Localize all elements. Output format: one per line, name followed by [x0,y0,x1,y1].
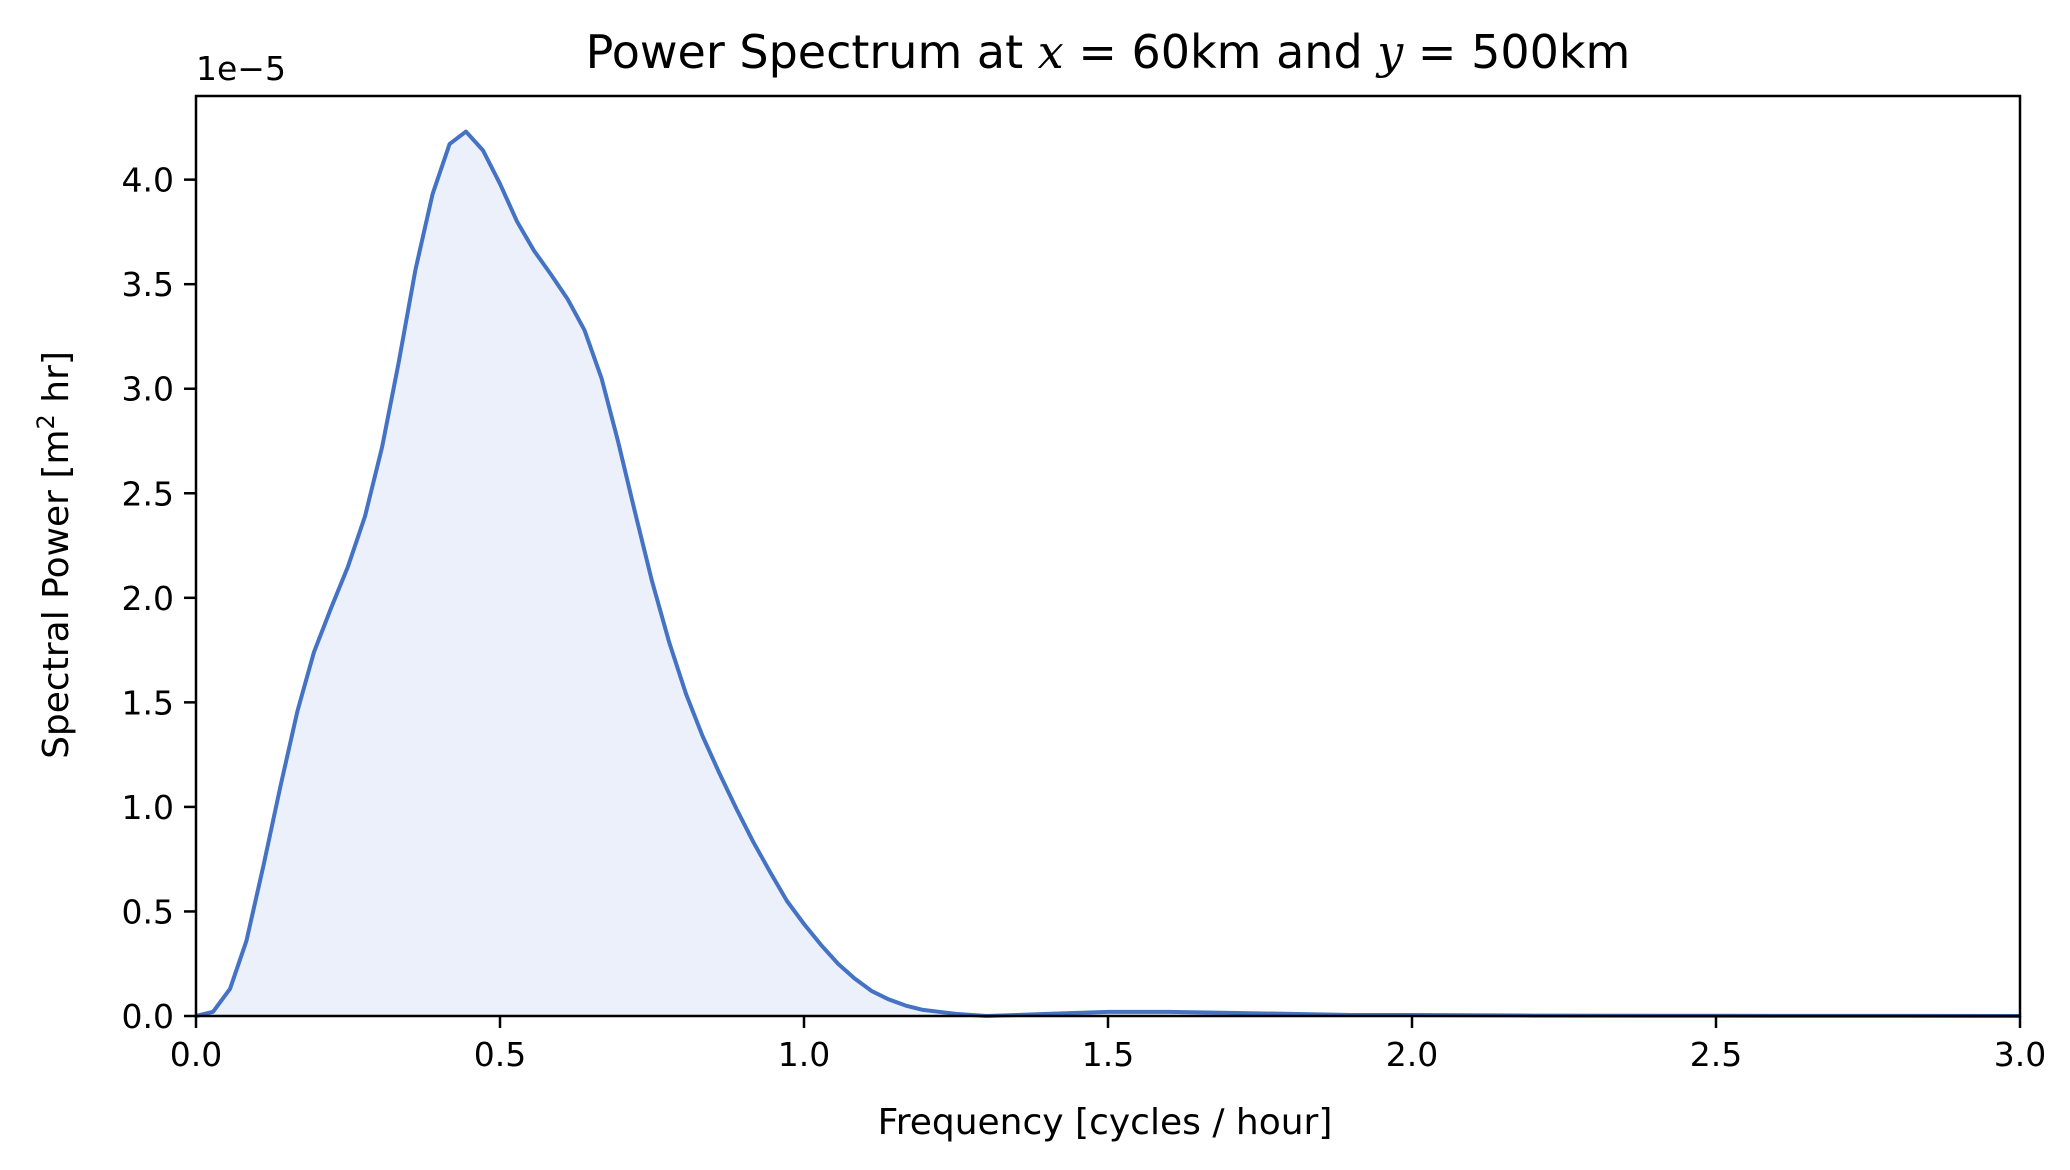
y-tick-label: 2.0 [122,579,174,618]
spectrum-line [195,129,2021,1018]
y-tick-label: 4.0 [122,161,174,200]
y-offset-label: 1e−5 [196,49,286,88]
x-tick-label: 0.0 [170,1035,222,1074]
x-tick-label: 3.0 [1994,1035,2046,1074]
chart-title: Power Spectrum at x = 60km and y = 500km [586,25,1631,79]
plot-area [195,129,2021,1018]
y-axis-label: Spectral Power [m2 hr] [32,351,77,759]
x-axis: 0.0 0.5 1.0 1.5 2.0 2.5 3.0 [170,1016,2046,1074]
y-axis-label-superscript: 2 [32,414,60,429]
x-tick-label: 1.0 [778,1035,830,1074]
y-axis: 0.0 0.5 1.0 1.5 2.0 2.5 3.0 3.5 4.0 [122,161,196,1036]
spectrum-area-fill [196,131,2020,1017]
y-tick-label: 1.0 [122,788,174,827]
y-tick-label: 0.5 [122,892,174,931]
y-tick-label: 0.0 [122,997,174,1036]
x-tick-label: 2.5 [1690,1035,1742,1074]
y-tick-label: 3.5 [122,265,174,304]
x-axis-label: Frequency [cycles / hour] [878,1102,1333,1143]
y-tick-label: 2.5 [122,474,174,513]
x-tick-label: 1.5 [1082,1035,1134,1074]
x-tick-label: 0.5 [474,1035,526,1074]
y-tick-label: 3.0 [122,370,174,409]
x-tick-label: 2.0 [1386,1035,1438,1074]
y-tick-label: 1.5 [122,683,174,722]
